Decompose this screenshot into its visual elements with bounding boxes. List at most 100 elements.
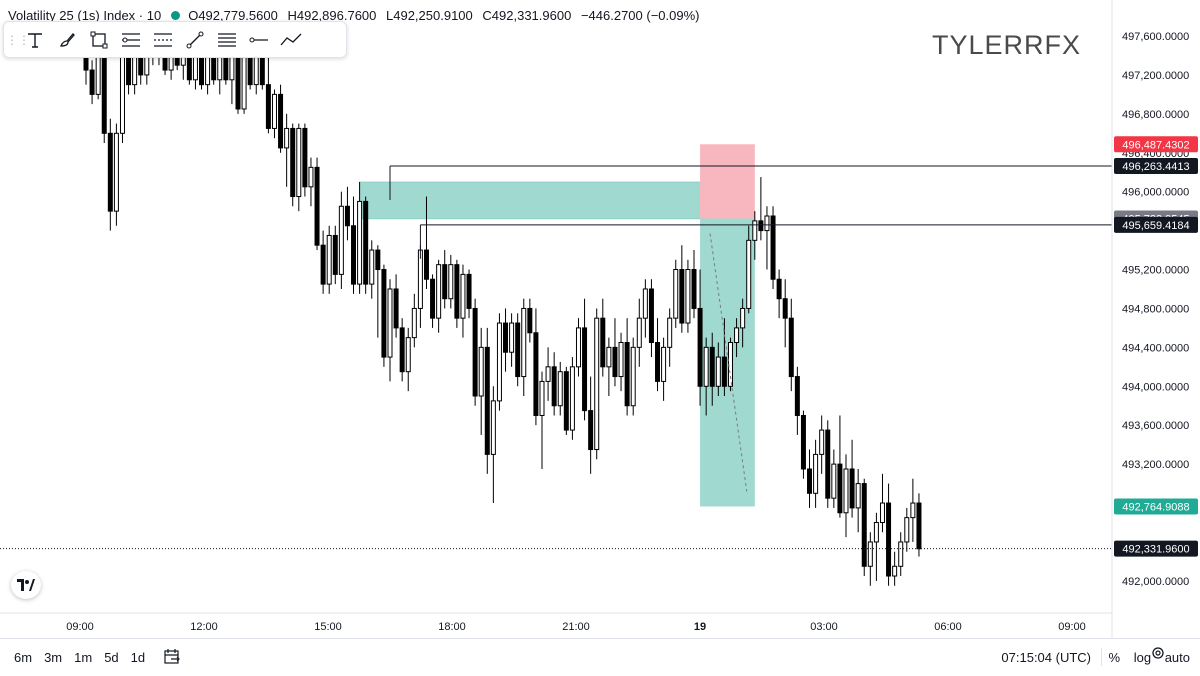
candle-body	[648, 288, 654, 343]
candle	[241, 50, 247, 114]
candle	[813, 439, 819, 508]
y-tick-label: 495,200.0000	[1122, 265, 1189, 277]
candle-body	[667, 317, 673, 348]
candle	[278, 84, 284, 153]
timeframe-6m[interactable]: 6m	[14, 650, 33, 665]
candle	[393, 274, 399, 338]
candle-body	[241, 54, 247, 110]
price-label: 496,263.4413	[1114, 158, 1198, 175]
candle	[776, 269, 782, 319]
y-tick-label: 497,600.0000	[1122, 31, 1189, 43]
candle-body	[393, 288, 399, 329]
y-tick-label: 494,000.0000	[1122, 381, 1189, 393]
tradingview-logo-icon[interactable]	[11, 571, 41, 599]
text-tool-icon[interactable]	[20, 25, 50, 55]
candle-body	[448, 264, 454, 300]
candle	[357, 181, 363, 294]
candle	[551, 352, 557, 416]
log-scale-button[interactable]: log	[1133, 650, 1152, 665]
candle-body	[369, 249, 375, 285]
candle	[430, 274, 436, 328]
low-value: L492,250.9100	[386, 7, 473, 23]
candle	[387, 279, 393, 382]
candle	[496, 313, 502, 411]
horizontal-ray-icon[interactable]	[244, 25, 274, 55]
candle-body	[612, 346, 618, 378]
candle-body	[624, 341, 630, 407]
settings-gear-icon[interactable]	[1150, 645, 1166, 666]
symbol-title[interactable]: Volatility 25 (1s) Index · 10	[8, 7, 162, 23]
percent-scale-button[interactable]: %	[1108, 650, 1121, 665]
candle-body	[685, 269, 691, 324]
candle-body	[247, 54, 253, 86]
y-tick-label: 497,200.0000	[1122, 70, 1189, 82]
drag-handle-icon[interactable]: ⋮⋮	[6, 32, 30, 47]
brush-tool-icon[interactable]	[52, 25, 82, 55]
timeframe-1m[interactable]: 1m	[74, 650, 93, 665]
date-range-icon[interactable]	[163, 647, 181, 668]
candle-body	[265, 84, 271, 129]
candle	[569, 357, 575, 440]
candle-body	[837, 463, 843, 514]
candle	[344, 186, 350, 241]
pattern-tool-icon[interactable]	[148, 25, 178, 55]
utc-clock[interactable]: 07:15:04 (UTC)	[1001, 650, 1091, 665]
candle-body	[569, 366, 575, 431]
timeframe-3m[interactable]: 3m	[44, 650, 63, 665]
parallel-channel-icon[interactable]	[212, 25, 242, 55]
candle-body	[381, 269, 387, 358]
candle	[320, 230, 326, 294]
timeframe-5d[interactable]: 5d	[104, 650, 119, 665]
price-label-text: 492,331.9600	[1122, 544, 1189, 556]
path-tool-icon[interactable]	[276, 25, 306, 55]
candle-body	[484, 346, 490, 455]
candle-body	[539, 380, 545, 416]
candle	[849, 439, 855, 518]
candle-body	[709, 346, 715, 387]
candle	[819, 415, 825, 474]
price-label: 495,659.4184	[1114, 216, 1198, 233]
candle-body	[551, 366, 557, 407]
candle	[879, 473, 885, 533]
candle	[855, 468, 861, 533]
timeframe-1d[interactable]: 1d	[130, 650, 146, 665]
candle	[624, 318, 630, 416]
candle-body	[375, 249, 381, 271]
x-tick-label: 09:00	[1058, 621, 1086, 633]
candle	[381, 264, 387, 367]
fib-tool-icon[interactable]	[116, 25, 146, 55]
candle	[448, 254, 454, 309]
candle-body	[460, 273, 466, 319]
candle-body	[363, 200, 369, 285]
candle-body	[606, 346, 612, 368]
candle-body	[630, 346, 636, 407]
trendline-tool-icon[interactable]	[180, 25, 210, 55]
candle	[843, 454, 849, 538]
candle	[648, 279, 654, 358]
x-tick-label: 12:00	[190, 621, 218, 633]
candle	[478, 327, 484, 435]
candle	[503, 308, 509, 372]
candle-body	[764, 215, 770, 232]
candle-body	[113, 132, 119, 212]
candle-body	[302, 127, 308, 188]
stop-loss-zone	[700, 144, 755, 219]
candle-body	[849, 468, 855, 509]
candle-body	[338, 205, 344, 275]
open-value: O492,779.5600	[188, 7, 278, 23]
candle-body	[503, 322, 509, 353]
candle	[746, 225, 752, 314]
candle	[308, 157, 314, 207]
candle	[314, 157, 320, 251]
auto-scale-button[interactable]: auto	[1164, 650, 1190, 665]
candle-body	[661, 346, 667, 382]
candle	[460, 264, 466, 338]
candle	[916, 493, 922, 557]
candle-body	[387, 288, 393, 358]
rectangle-tool-icon[interactable]	[84, 25, 114, 55]
candle-body	[533, 332, 539, 416]
candle	[436, 259, 442, 333]
change-value: −446.2700 (−0.09%)	[580, 7, 700, 23]
candle	[351, 196, 357, 294]
